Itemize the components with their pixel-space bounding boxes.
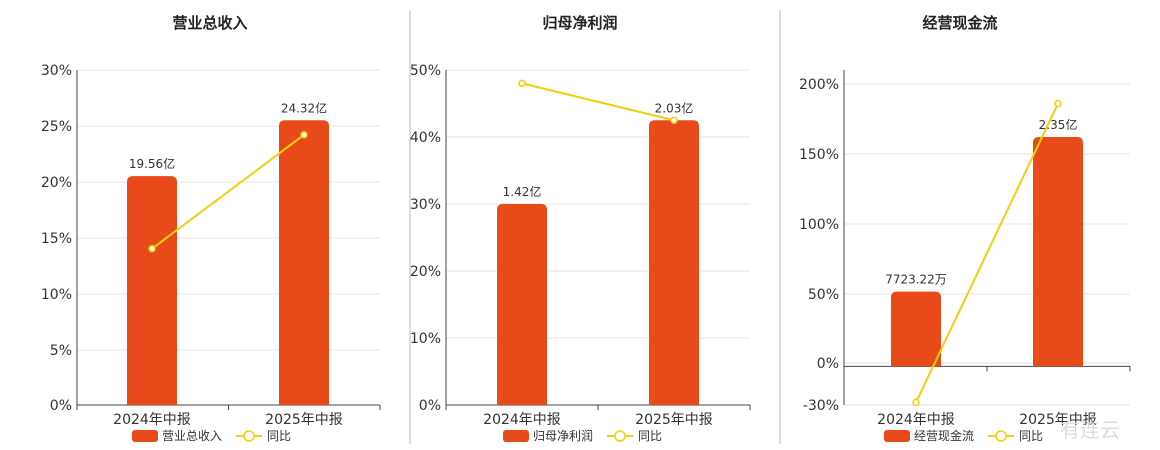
legend-line-marker xyxy=(614,430,626,442)
watermark-text: 有连云 xyxy=(1060,418,1120,442)
y-tick-label: 200% xyxy=(799,77,839,93)
bar xyxy=(497,204,547,405)
y-tick-label: 0% xyxy=(817,356,839,372)
bar-value-label: 24.32亿 xyxy=(281,100,327,115)
yoy-point xyxy=(518,79,526,88)
bar-value-label: 2.35亿 xyxy=(1039,117,1078,132)
chart-title: 营业总收入 xyxy=(172,14,247,32)
y-tick-label: 30% xyxy=(41,63,72,79)
bar xyxy=(891,291,941,367)
y-tick-label: 50% xyxy=(808,287,839,303)
y-tick-label: 50% xyxy=(410,63,441,79)
x-category-label: 2025年中报 xyxy=(1019,412,1097,428)
legend-bar-label: 营业总收入 xyxy=(162,429,222,443)
legend-line-marker xyxy=(995,430,1007,442)
chart-panel-1: 营业总收入 30% 25% 20% 15% 10% 5% 0% 19.56亿 24.32亿 2024… xyxy=(41,14,381,443)
y-tick-label: 20% xyxy=(410,264,441,280)
bar xyxy=(649,120,699,405)
x-category-label: 2025年中报 xyxy=(635,412,713,428)
y-tick-label: 20% xyxy=(41,175,72,191)
y-tick-label: 10% xyxy=(410,331,441,347)
y-tick-label: 0% xyxy=(50,398,72,414)
bar-value-label: 2.03亿 xyxy=(655,100,694,115)
y-tick-label: 15% xyxy=(41,231,72,247)
yoy-line xyxy=(151,133,305,250)
y-tick-label: 10% xyxy=(41,287,72,303)
legend-bar-swatch xyxy=(503,430,529,442)
yoy-line xyxy=(915,103,1059,403)
yoy-point xyxy=(912,398,920,407)
yoy-point xyxy=(300,131,308,139)
bar-value-label: 19.56亿 xyxy=(129,156,175,171)
y-tick-label: 100% xyxy=(799,217,839,233)
y-tick-label: 25% xyxy=(41,119,72,135)
legend-line-marker xyxy=(243,430,255,442)
chart-title: 经营现金流 xyxy=(922,14,997,32)
legend-line-label: 同比 xyxy=(638,429,662,443)
x-category-label: 2024年中报 xyxy=(483,412,561,428)
yoy-point xyxy=(1054,99,1062,108)
legend-bar-label: 经营现金流 xyxy=(914,428,974,443)
bar xyxy=(1033,137,1083,367)
yoy-point xyxy=(670,116,678,124)
yoy-line xyxy=(521,82,675,122)
chart-panel-3: 经营现金流 200% 150% 100% 50% 0% -30% 7723.22万 2.35亿 2… xyxy=(799,14,1131,443)
y-tick-label: -30% xyxy=(803,398,839,414)
legend-bar-swatch xyxy=(132,430,158,442)
bar xyxy=(127,176,177,405)
chart-title: 归母净利润 xyxy=(542,14,617,32)
legend-line-label: 同比 xyxy=(1019,429,1043,443)
x-category-label: 2025年中报 xyxy=(265,412,343,428)
bar-value-label: 7723.22万 xyxy=(885,273,947,287)
x-category-label: 2024年中报 xyxy=(877,412,955,428)
bar-value-label: 1.42亿 xyxy=(503,184,542,199)
yoy-point xyxy=(148,244,156,253)
legend-bar-swatch xyxy=(884,430,910,442)
y-tick-label: 0% xyxy=(419,398,441,414)
y-tick-label: 40% xyxy=(410,130,441,146)
legend-line-label: 同比 xyxy=(267,429,291,443)
chart-panel-2: 归母净利润 50% 40% 30% 20% 10% 0% 1.42亿 2.03亿 2024年中报 2… xyxy=(410,14,751,443)
x-category-label: 2024年中报 xyxy=(113,412,191,428)
bar xyxy=(279,120,329,405)
legend-bar-label: 归母净利润 xyxy=(533,429,593,443)
y-tick-label: 5% xyxy=(50,343,72,359)
y-tick-label: 30% xyxy=(410,197,441,213)
y-tick-label: 150% xyxy=(799,147,839,163)
